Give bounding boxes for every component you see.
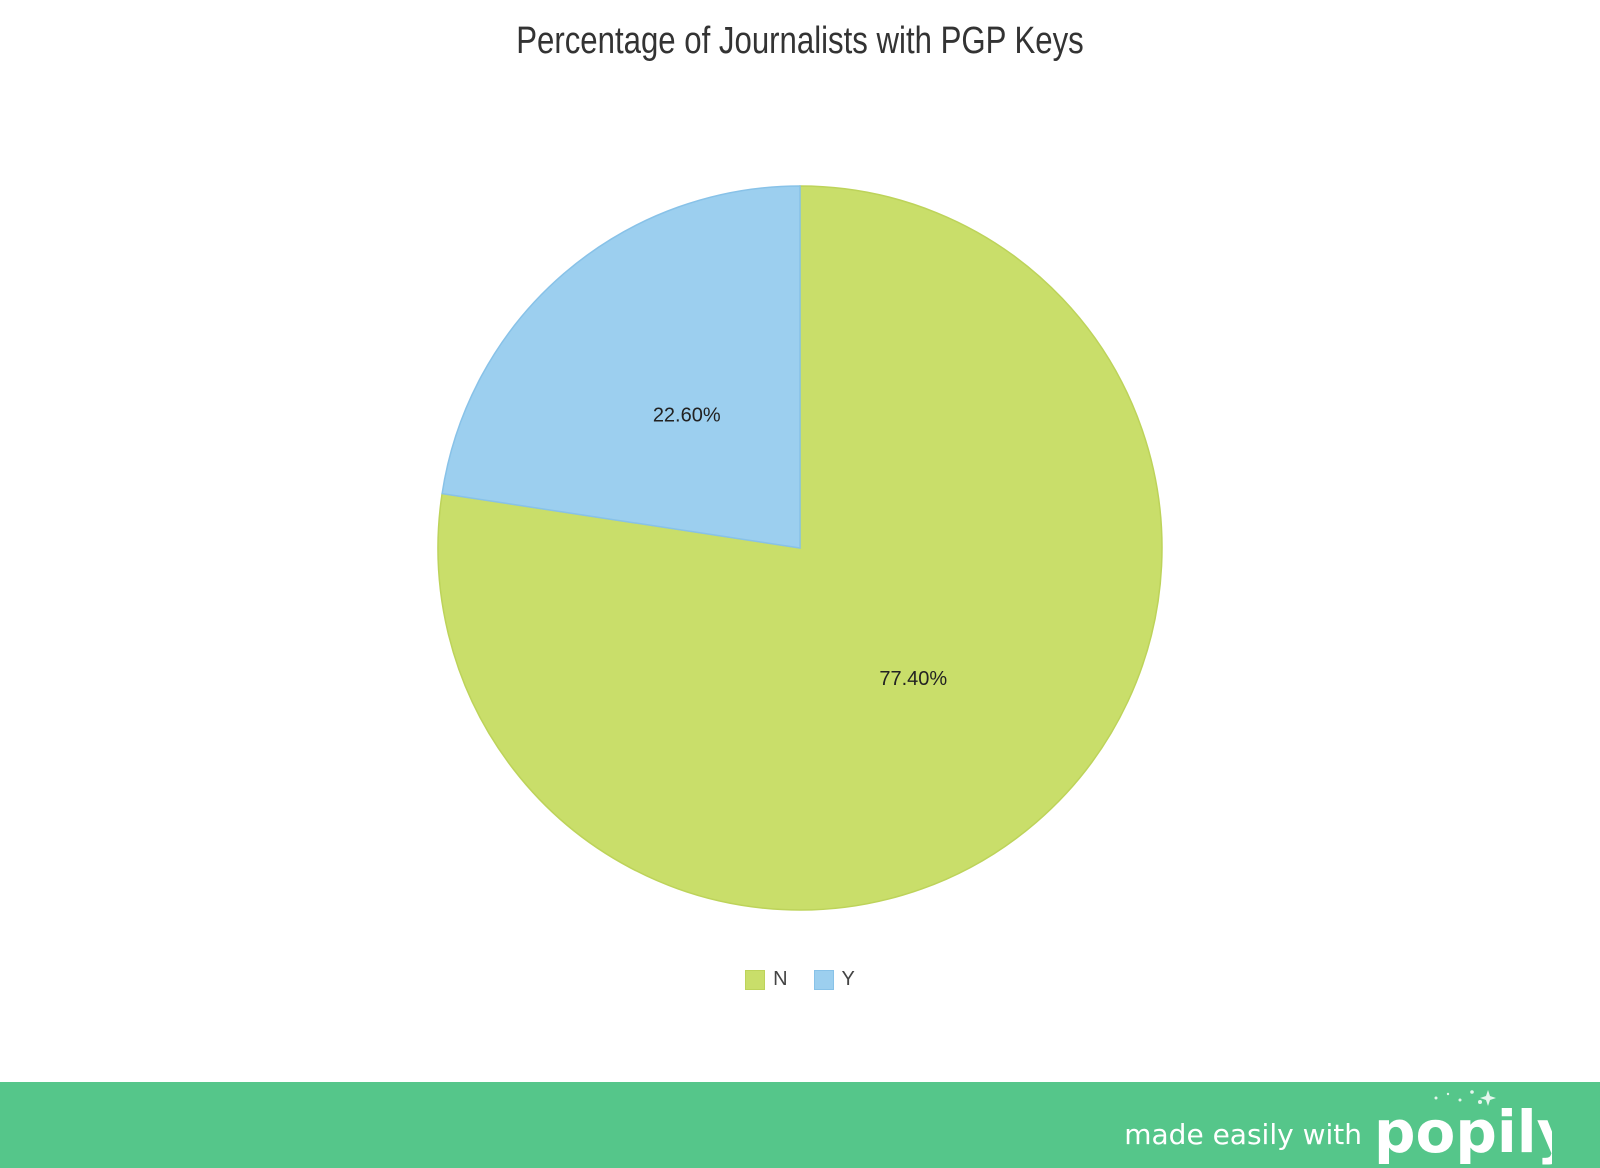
- legend-swatch-n: [745, 969, 766, 990]
- pie-labels: 77.40% 22.60%: [653, 405, 948, 691]
- legend-item-y[interactable]: Y: [813, 968, 855, 991]
- legend-label-y: Y: [841, 968, 855, 990]
- footer-tagline: made easily with: [1124, 1118, 1362, 1151]
- pie-slice-y[interactable]: [441, 185, 801, 549]
- chart-legend: N Y: [0, 968, 1600, 991]
- slice-label-n: 77.40%: [879, 668, 947, 690]
- footer-bar: made easily with popily: [0, 1082, 1600, 1168]
- pie-slices: [437, 185, 1163, 911]
- legend-swatch-y: [813, 969, 834, 990]
- legend-label-n: N: [773, 968, 788, 990]
- chart-title: Percentage of Journalists with PGP Keys: [516, 20, 1084, 62]
- logo-text: popily: [1374, 1098, 1552, 1166]
- sparkle-icon: [1434, 1090, 1496, 1106]
- legend-item-n[interactable]: N: [745, 968, 788, 991]
- slice-label-y: 22.60%: [653, 405, 721, 427]
- popily-logo[interactable]: popily: [1372, 1086, 1552, 1166]
- pie-chart: 77.40% 22.60%: [437, 185, 1163, 911]
